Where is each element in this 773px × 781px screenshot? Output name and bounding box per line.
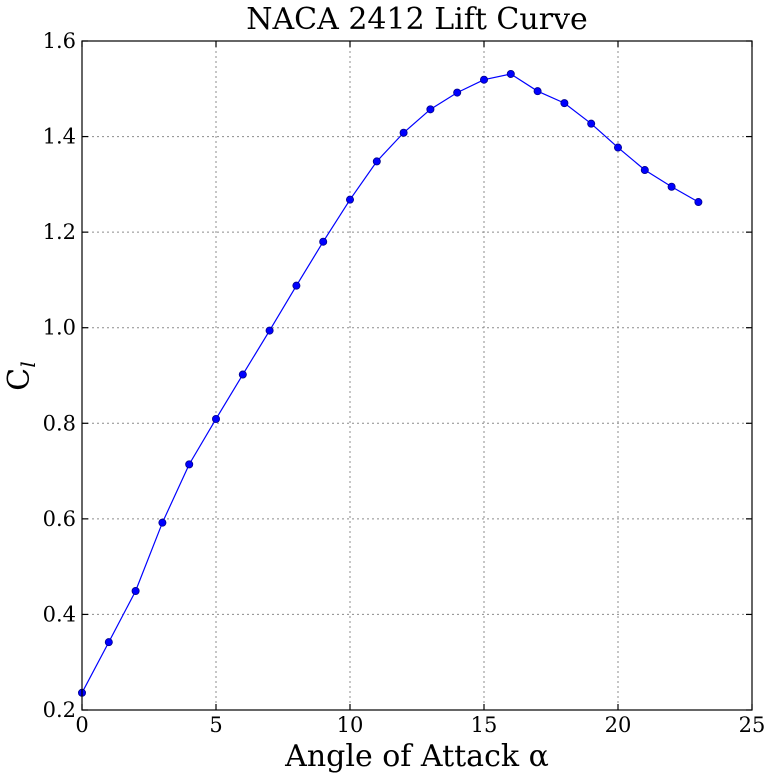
- data-point: [131, 587, 140, 596]
- data-point: [479, 75, 488, 84]
- data-point: [104, 638, 113, 647]
- series-line: [81, 73, 699, 694]
- data-point: [372, 157, 381, 166]
- data-point: [614, 143, 623, 152]
- y-tick-label: 1.4: [43, 125, 76, 149]
- data-point: [345, 195, 354, 204]
- data-point: [694, 198, 703, 207]
- y-axis-label: Cl: [2, 361, 40, 390]
- x-tick-label: 0: [75, 713, 88, 737]
- data-point: [185, 460, 194, 469]
- y-axis-label-main: C: [2, 368, 37, 391]
- y-tick-label: 0.2: [43, 698, 76, 722]
- series-layer: [78, 69, 703, 697]
- y-tick-label: 1.6: [43, 29, 76, 53]
- y-axis-label-subscript: l: [16, 361, 40, 367]
- data-point: [426, 105, 435, 114]
- x-tick-label: 25: [739, 713, 766, 737]
- y-tick-label: 0.8: [43, 411, 76, 435]
- y-tick-label: 0.6: [43, 507, 76, 531]
- chart-title: NACA 2412 Lift Curve: [246, 2, 587, 37]
- data-point: [506, 69, 515, 78]
- x-tick-label: 15: [471, 713, 498, 737]
- plot-frame: [81, 40, 753, 711]
- data-point: [265, 326, 274, 335]
- data-point: [640, 166, 649, 175]
- grid: [81, 40, 753, 711]
- x-tick-label: 20: [605, 713, 632, 737]
- y-tick-label: 0.4: [43, 602, 76, 626]
- x-tick-labels: 0 5 10 15 20 25: [75, 713, 765, 737]
- y-tick-label: 1.0: [43, 316, 76, 340]
- data-point: [533, 87, 542, 96]
- data-point: [560, 99, 569, 108]
- data-point: [319, 237, 328, 246]
- x-axis-label: Angle of Attack α: [284, 739, 549, 774]
- data-point: [453, 88, 462, 97]
- y-tick-label: 1.2: [43, 220, 76, 244]
- data-point: [399, 128, 408, 137]
- data-point: [587, 119, 596, 128]
- axis-ticks: [81, 40, 753, 711]
- data-point: [211, 414, 220, 423]
- data-point: [292, 281, 301, 290]
- x-tick-label: 10: [337, 713, 364, 737]
- data-point: [158, 518, 167, 527]
- data-point: [667, 182, 676, 191]
- y-tick-labels: 0.2 0.4 0.6 0.8 1.0 1.2 1.4 1.6: [43, 29, 76, 722]
- data-point: [238, 370, 247, 379]
- x-tick-label: 5: [209, 713, 222, 737]
